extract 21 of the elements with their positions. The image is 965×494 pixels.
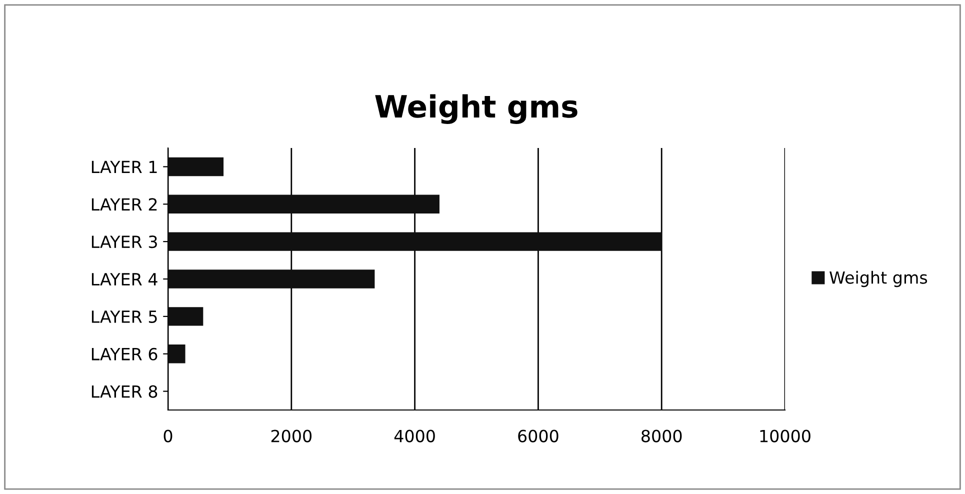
x-tick-label: 8000	[642, 430, 682, 442]
y-tick-label: LAYER 2	[92, 198, 157, 210]
x-tick-label: 0	[164, 430, 172, 442]
legend-label: Weight gms	[830, 270, 928, 288]
bar	[168, 232, 662, 251]
x-tick-label: 6000	[518, 430, 558, 442]
y-tick-label: LAYER 8	[92, 385, 158, 398]
x-tick-label: 2000	[271, 430, 312, 442]
bar	[168, 157, 224, 176]
x-tick-label: 4000	[394, 430, 435, 442]
chart-title: Weight gms	[375, 94, 578, 124]
y-tick-label: LAYER 3	[92, 236, 157, 248]
y-tick-label: LAYER 6	[92, 348, 158, 360]
x-tick-label: 10000	[760, 430, 810, 442]
y-tick-label: LAYER 5	[92, 310, 157, 323]
y-tick-label: LAYER 1	[92, 160, 157, 174]
y-tick-label: LAYER 4	[92, 273, 158, 286]
bar	[168, 194, 440, 214]
bar	[168, 344, 186, 364]
bar	[168, 307, 204, 326]
bar	[168, 270, 375, 288]
